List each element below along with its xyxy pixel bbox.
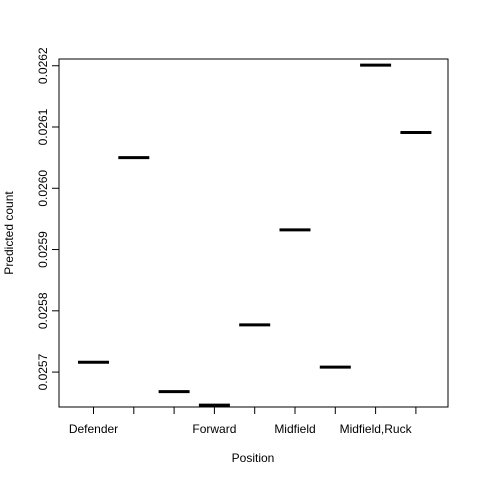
x-tick-label: Forward <box>192 422 236 436</box>
y-tick-label: 0.0261 <box>36 108 50 145</box>
y-tick-label: 0.0259 <box>36 231 50 268</box>
y-axis-label: Predicted count <box>2 191 16 275</box>
data-marks <box>78 63 432 407</box>
plot-frame <box>58 58 449 408</box>
x-axis: Defender Forward Midfield Midfield,Ruck <box>69 407 417 436</box>
x-axis-label: Position <box>232 451 275 465</box>
x-tick-label: Midfield,Ruck <box>340 422 413 436</box>
y-tick-label: 0.0257 <box>36 353 50 390</box>
x-tick-label: Defender <box>69 422 118 436</box>
y-tick-label: 0.0262 <box>36 47 50 84</box>
y-tick-label: 0.0260 <box>36 170 50 207</box>
y-axis: 0.0257 0.0258 0.0259 0.0260 0.0261 0.0262 <box>36 47 59 390</box>
y-tick-label: 0.0258 <box>36 292 50 329</box>
x-tick-label: Midfield <box>274 422 315 436</box>
